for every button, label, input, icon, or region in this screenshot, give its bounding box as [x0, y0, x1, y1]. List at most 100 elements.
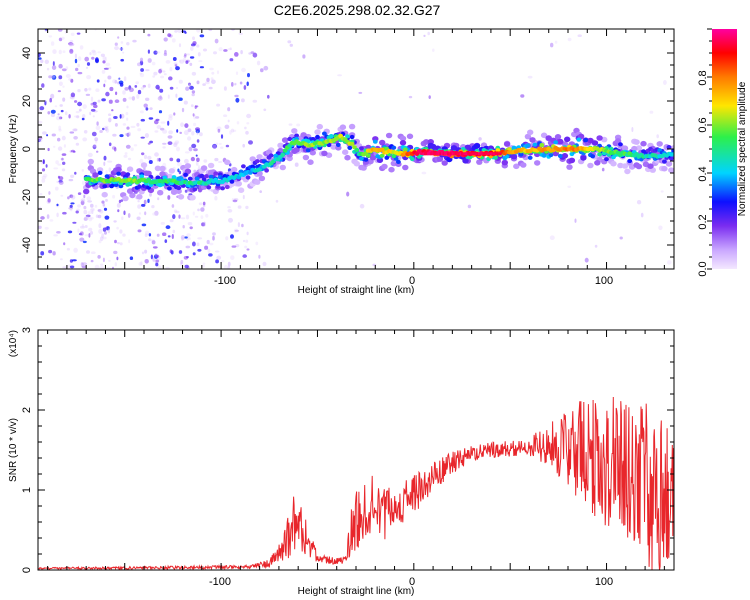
spectrogram-ridge-cell: [402, 147, 408, 152]
spectrogram-peak-cell: [431, 152, 434, 156]
spectrogram-noise-cell: [259, 190, 263, 194]
spectrogram-noise-cell: [631, 127, 634, 132]
spectrogram-noise-cell: [248, 140, 253, 145]
spectrogram-noise-cell: [62, 50, 66, 53]
spectrogram-noise-cell: [119, 134, 124, 138]
spectrogram-ytick-label: -40: [21, 237, 33, 253]
spectrogram-noise-cell: [260, 68, 264, 73]
spectrogram-ridge-cell: [268, 153, 274, 158]
spectrogram-ridge-cell: [129, 192, 136, 199]
spectrogram-noise-cell: [140, 136, 145, 139]
spectrogram-ytick-label: -20: [21, 189, 33, 205]
spectrogram-noise-cell: [73, 128, 78, 132]
spectrogram-ridge-cell: [566, 164, 573, 170]
snr-ytick-label: 1: [21, 487, 33, 493]
spectrogram-noise-cell: [81, 169, 85, 172]
spectrogram-ridge-cell: [204, 174, 209, 179]
spectrogram-noise-cell: [123, 154, 128, 158]
spectrogram-ridge-cell: [527, 155, 533, 160]
spectrogram-peak-cell: [471, 152, 474, 156]
spectrogram-noise-cell: [216, 103, 221, 107]
spectrogram-noise-cell: [245, 239, 249, 243]
spectrogram-ridge-cell: [199, 173, 205, 178]
spectrogram-noise-cell: [124, 87, 129, 91]
spectrogram-noise-cell: [178, 214, 181, 219]
spectrogram-noise-cell: [125, 144, 131, 149]
spectrogram-noise-cell: [51, 65, 57, 70]
spectrogram-noise-cell: [163, 52, 168, 57]
spectrogram-noise-cell: [212, 144, 217, 149]
spectrogram-noise-cell: [216, 126, 222, 131]
spectrogram-peak-cell: [427, 152, 430, 156]
spectrogram-noise-cell: [61, 135, 66, 141]
spectrogram-noise-cell: [49, 219, 54, 222]
spectrogram-noise-cell: [122, 233, 126, 237]
spectrogram-ridge-cell: [541, 153, 547, 158]
spectrogram-ridge-cell: [184, 163, 192, 169]
spectrogram-noise-cell: [42, 173, 48, 178]
spectrogram-ridge-cell: [640, 140, 647, 147]
spectrogram-noise-cell: [119, 229, 123, 234]
spectrogram-ytick-label: 0: [21, 146, 33, 152]
spectrogram-noise-cell: [90, 203, 94, 208]
spectrogram-noise-cell: [255, 241, 259, 246]
spectrogram-noise-cell: [165, 266, 170, 269]
spectrogram-noise-cell: [68, 43, 73, 47]
spectrogram-noise-cell: [60, 157, 65, 161]
spectrogram-noise-cell: [191, 143, 197, 149]
spectrogram-noise-cell: [660, 190, 664, 193]
spectrogram-ridge-cell: [661, 165, 668, 172]
spectrogram-noise-cell: [147, 58, 152, 63]
spectrogram-noise-cell: [65, 66, 69, 70]
spectrogram-noise-cell: [232, 199, 238, 203]
spectrogram-ridge-cell: [168, 168, 175, 174]
spectrogram-ridge-cell: [83, 188, 90, 195]
spectrogram-noise-cell: [216, 255, 222, 260]
spectrogram-noise-cell: [114, 262, 118, 267]
spectrogram-noise-cell: [196, 139, 200, 143]
spectrogram-noise-cell: [186, 256, 189, 259]
spectrogram-noise-cell: [117, 36, 120, 39]
spectrogram-ridge-cell: [176, 185, 182, 191]
spectrogram-noise-cell: [48, 191, 51, 195]
spectrogram-peak-cell: [490, 152, 493, 156]
snr-plot-area: [38, 330, 674, 570]
spectrogram-noise-cell: [94, 137, 99, 142]
spectrogram-noise-cell: [167, 94, 170, 99]
spectrogram-noise-cell: [51, 133, 56, 137]
spectrogram-noise-cell: [428, 95, 431, 99]
spectrogram-peak-cell: [444, 152, 447, 156]
spectrogram-noise-cell: [70, 92, 76, 98]
spectrogram-ridge-cell: [557, 153, 563, 159]
spectrogram-xlabel: Height of straight line (km): [298, 285, 415, 296]
spectrogram-noise-cell: [235, 97, 240, 103]
spectrogram-ridge-cell: [597, 152, 602, 157]
spectrogram-noise-cell: [174, 30, 178, 33]
spectrogram-noise-cell: [186, 53, 190, 56]
spectrogram-noise-cell: [148, 238, 152, 242]
spectrogram-noise-cell: [103, 67, 109, 70]
spectrogram-noise-cell: [193, 148, 198, 152]
spectrogram-noise-cell: [99, 265, 105, 269]
spectrogram-noise-cell: [77, 63, 80, 68]
spectrogram-noise-cell: [359, 203, 365, 209]
spectrogram-noise-cell: [91, 49, 96, 53]
spectrogram-noise-cell: [184, 264, 189, 269]
spectrogram-noise-cell: [71, 259, 77, 262]
spectrogram-noise-cell: [252, 52, 258, 58]
spectrogram-ridge-cell: [518, 152, 524, 157]
spectrogram-noise-cell: [247, 73, 250, 78]
spectrogram-noise-cell: [118, 47, 124, 51]
spectrogram-noise-cell: [40, 59, 44, 64]
spectrogram-noise-cell: [44, 226, 49, 230]
spectrogram-noise-cell: [199, 34, 205, 38]
spectrogram-noise-cell: [235, 71, 239, 75]
spectrogram-noise-cell: [148, 160, 153, 164]
spectrogram-noise-cell: [41, 178, 46, 183]
spectrogram-noise-cell: [111, 266, 115, 269]
spectrogram-noise-cell: [144, 233, 148, 237]
spectrogram-noise-cell: [227, 119, 230, 123]
spectrogram-noise-cell: [155, 262, 159, 267]
spectrogram-ridge-cell: [315, 134, 320, 140]
spectrogram-noise-cell: [74, 115, 80, 118]
